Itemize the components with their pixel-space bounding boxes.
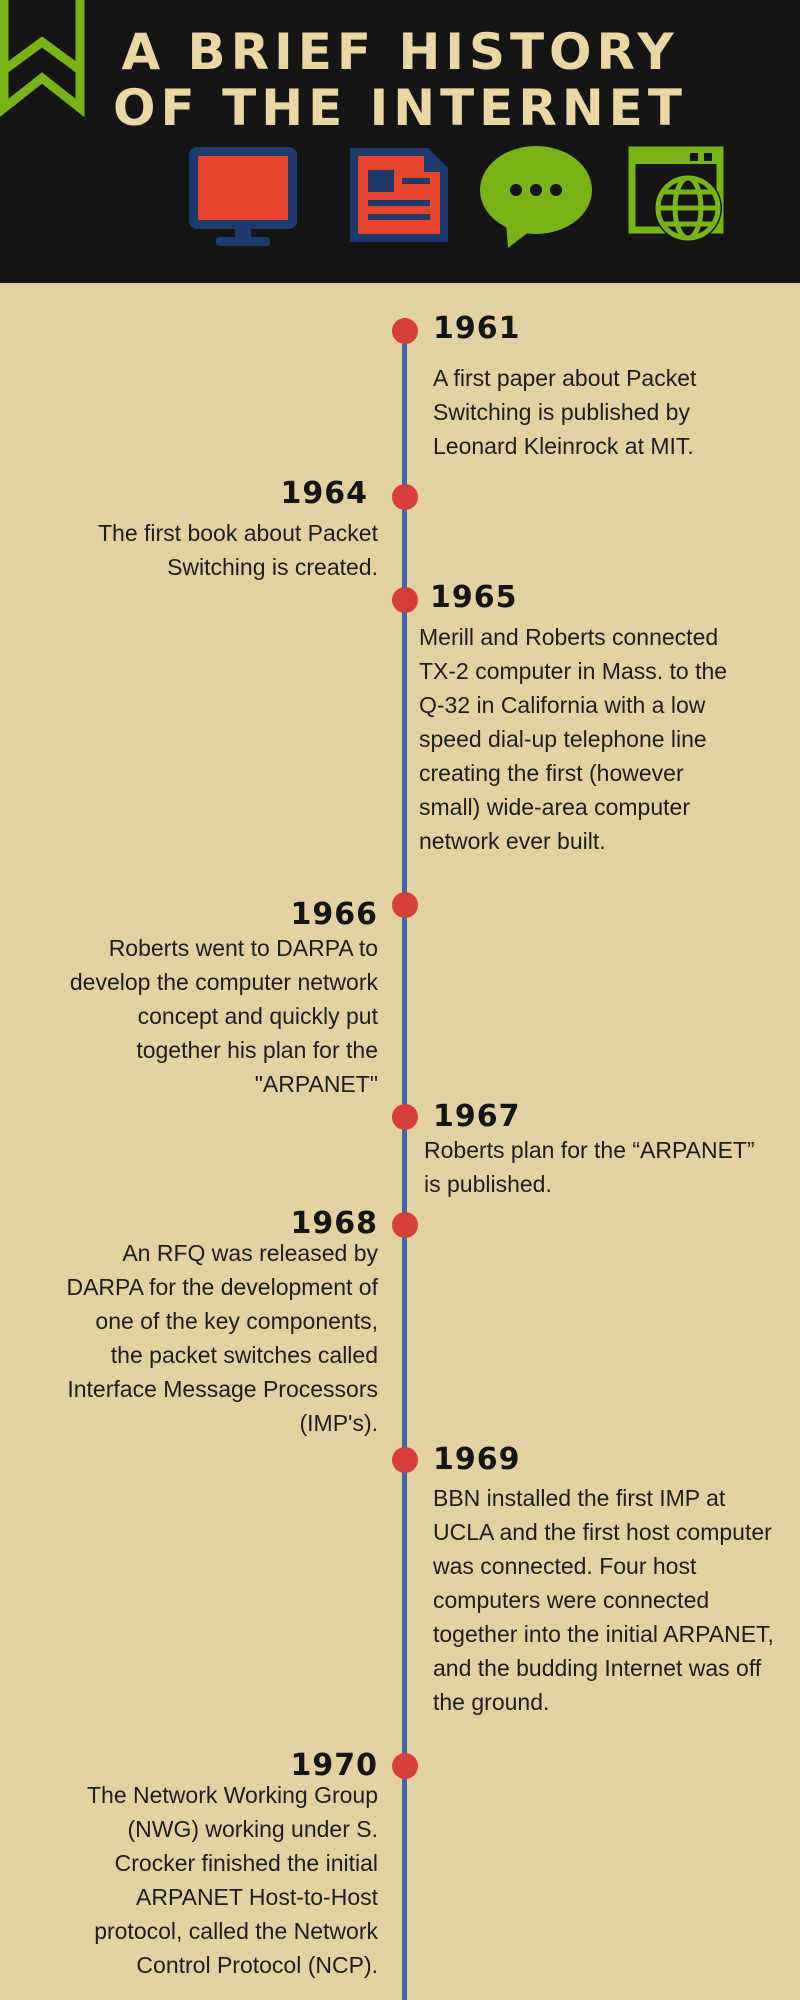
- timeline-year: 1967: [433, 1099, 521, 1134]
- timeline-description: A first paper about Packet Switching is …: [433, 365, 697, 459]
- bookmark-icon: [0, 0, 85, 118]
- page-title-line-2: OF THE INTERNET: [113, 79, 687, 137]
- timeline-dot: [392, 484, 418, 510]
- newspaper-icon: [350, 148, 448, 242]
- timeline-description: Roberts went to DARPA to develop the com…: [69, 935, 378, 1097]
- timeline-description: The Network Working Group (NWG) working …: [86, 1782, 378, 1978]
- timeline-dot: [392, 1753, 418, 1779]
- timeline-year: 1961: [433, 311, 521, 346]
- timeline-year: 1970: [290, 1748, 378, 1783]
- timeline-description: The first book about Packet Switching is…: [98, 520, 378, 580]
- monitor-icon: [189, 147, 297, 246]
- timeline-year: 1965: [430, 580, 518, 615]
- timeline-dot: [392, 1104, 418, 1130]
- timeline-description: Roberts plan for the “ARPANET” is publis…: [424, 1137, 755, 1197]
- timeline-description: An RFQ was released by DARPA for the dev…: [66, 1240, 378, 1436]
- timeline-line: [402, 318, 407, 2000]
- timeline-description: Merill and Roberts connected TX-2 comput…: [419, 624, 728, 854]
- timeline-dot: [392, 318, 418, 344]
- timeline-year: 1966: [290, 897, 378, 932]
- chat-bubble-icon: [480, 146, 592, 248]
- header-banner: A BRIEF HISTORY OF THE INTERNET: [0, 0, 800, 283]
- timeline-dot: [392, 1212, 418, 1238]
- timeline-year: 1968: [290, 1206, 378, 1241]
- timeline-year: 1964: [280, 476, 368, 511]
- timeline-dot: [392, 892, 418, 918]
- page-title-line-1: A BRIEF HISTORY: [121, 23, 679, 81]
- timeline-year: 1969: [433, 1442, 521, 1477]
- timeline-description: BBN installed the first IMP at UCLA and …: [433, 1485, 774, 1715]
- timeline-dot: [392, 1447, 418, 1473]
- web-browser-globe-icon: [628, 146, 724, 242]
- timeline-dot: [392, 587, 418, 613]
